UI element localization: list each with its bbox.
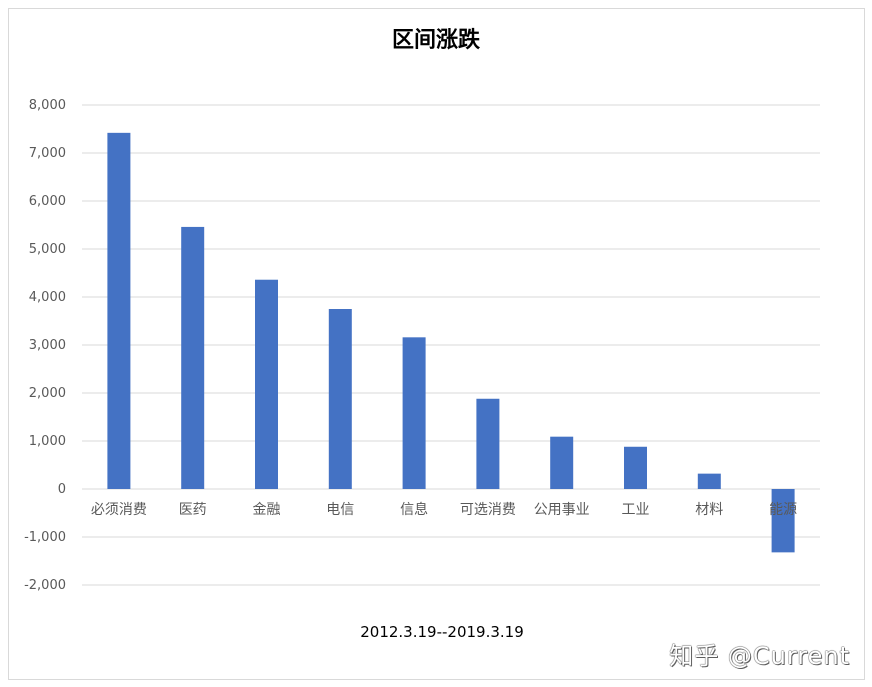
bars xyxy=(107,132,795,553)
x-category-label: 可选消费 xyxy=(460,502,516,518)
x-category-label: 电信 xyxy=(326,502,354,518)
x-category-label: 公用事业 xyxy=(534,502,590,518)
y-tick-label: 4,000 xyxy=(29,290,66,305)
bar xyxy=(624,446,647,489)
y-tick-label: 5,000 xyxy=(29,242,66,257)
y-tick-label: 0 xyxy=(58,482,66,497)
bar xyxy=(771,489,795,553)
y-tick-label: 1,000 xyxy=(29,434,66,449)
chart-frame xyxy=(8,8,865,680)
y-tick-label: -2,000 xyxy=(24,578,66,593)
gridlines xyxy=(82,104,820,586)
y-tick-label: -1,000 xyxy=(24,530,66,545)
bar xyxy=(476,398,500,489)
y-tick-label: 8,000 xyxy=(29,98,66,113)
x-category-label: 必须消费 xyxy=(91,502,147,518)
bar xyxy=(107,132,131,489)
x-category-label: 工业 xyxy=(622,502,650,518)
x-category-label: 信息 xyxy=(400,501,428,518)
y-tick-label: 7,000 xyxy=(29,146,66,161)
bar xyxy=(550,436,574,489)
bar xyxy=(181,226,205,490)
y-tick-label: 3,000 xyxy=(29,338,66,353)
bar xyxy=(402,337,426,489)
x-category-label: 能源 xyxy=(769,502,797,518)
chart-title: 区间涨跌 xyxy=(391,28,480,53)
x-axis-category-labels: 必须消费 医药 金融 电信 信息 可选消费 公用事业 工业 材料 能源 xyxy=(91,501,797,518)
x-category-label: 金融 xyxy=(253,502,281,518)
bar xyxy=(697,473,721,489)
bar xyxy=(328,309,352,489)
chart-subtitle: 2012.3.19--2019.3.19 xyxy=(360,623,524,641)
x-category-label: 医药 xyxy=(179,502,207,518)
y-tick-label: 2,000 xyxy=(29,386,66,401)
bar xyxy=(255,279,278,489)
y-tick-label: 6,000 xyxy=(29,194,66,209)
x-category-label: 材料 xyxy=(695,502,723,518)
y-axis-tick-labels: 8,000 7,000 6,000 5,000 4,000 3,000 2,000 1,000… xyxy=(24,98,66,593)
watermark: 知乎 @Current xyxy=(669,642,850,670)
